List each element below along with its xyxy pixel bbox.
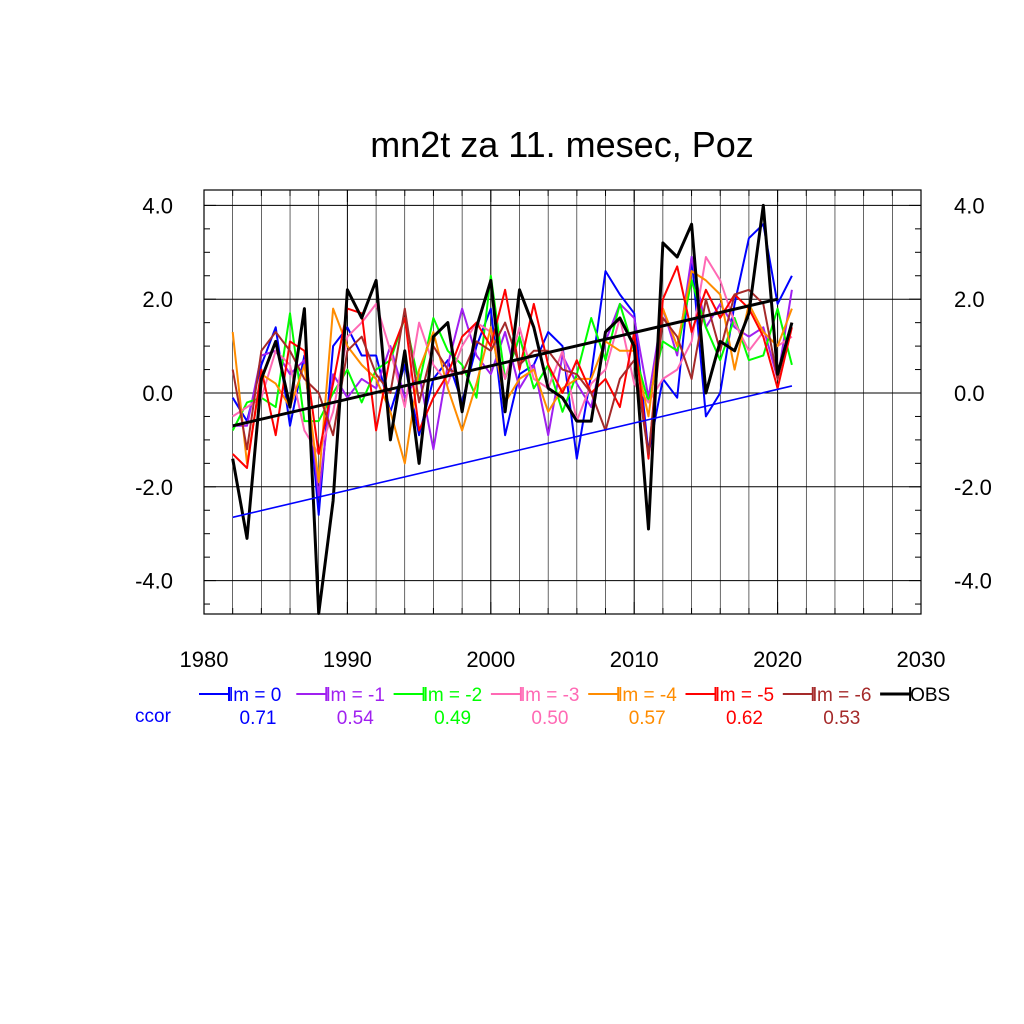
x-tick-labels: 1980 1990 2000 2010 2020 2030: [180, 647, 946, 672]
legend-label: lm = -6: [813, 685, 872, 706]
ccor-value: 0.71: [240, 708, 277, 729]
tick-marks: [203, 190, 922, 614]
x-tick-label: 1990: [323, 647, 372, 672]
legend-label: lm = -1: [326, 685, 385, 706]
series-line-obs: [231, 203, 794, 615]
series-line-lm-5: [232, 265, 793, 469]
ccor-value: 0.54: [337, 708, 374, 729]
x-tick-label: 2020: [753, 647, 802, 672]
trend-layer: [232, 297, 793, 519]
x-tick-label: 2030: [897, 647, 946, 672]
x-tick-label: 1980: [180, 647, 229, 672]
legend-label: lm = -2: [424, 685, 483, 706]
trend-line: [232, 385, 793, 519]
y-tick-labels-left: 4.0 2.0 0.0 -2.0 -4.0: [135, 193, 173, 593]
y-tick-label: 4.0: [142, 193, 173, 218]
plot-frame: [203, 189, 922, 615]
series-layer: [231, 203, 794, 615]
ccor-label: ccor: [135, 706, 172, 727]
chart-title: mn2t za 11. mesec, Poz: [370, 124, 754, 165]
trend-line: [232, 297, 778, 428]
y-tick-label: -2.0: [135, 475, 173, 500]
legend-label: lm = -5: [716, 685, 775, 706]
y-tick-labels-right: 4.0 2.0 0.0 -2.0 -4.0: [954, 193, 992, 593]
legend-label: lm = -4: [618, 685, 677, 706]
ccor-value: 0.49: [434, 708, 471, 729]
y-tick-label-right: 2.0: [954, 287, 985, 312]
y-tick-label-right: -4.0: [954, 569, 992, 594]
series-line-lm-4: [231, 270, 793, 484]
y-tick-label: 2.0: [142, 287, 173, 312]
ccor-value: 0.50: [531, 708, 568, 729]
ccor-value: 0.57: [629, 708, 666, 729]
grid-minor: [232, 190, 893, 614]
ccor-value: 0.62: [726, 708, 763, 729]
y-tick-label: 0.0: [142, 381, 173, 406]
legend-label: OBS: [910, 685, 950, 706]
x-tick-label: 2000: [466, 647, 515, 672]
legend-label: lm = -3: [521, 685, 580, 706]
ccor-value: 0.53: [823, 708, 860, 729]
y-tick-label: -4.0: [135, 569, 173, 594]
x-tick-label: 2010: [610, 647, 659, 672]
y-tick-label-right: -2.0: [954, 475, 992, 500]
y-tick-label-right: 0.0: [954, 381, 985, 406]
y-tick-label-right: 4.0: [954, 193, 985, 218]
legend-label: lm = 0: [229, 685, 281, 706]
